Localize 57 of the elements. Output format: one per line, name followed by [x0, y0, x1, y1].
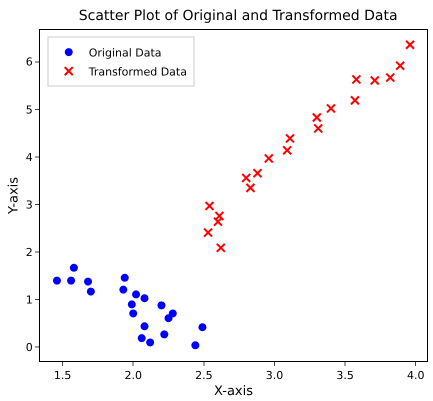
point [395, 60, 406, 71]
point [203, 228, 214, 238]
point [312, 112, 322, 123]
point [119, 286, 128, 294]
point [140, 322, 149, 330]
point [84, 278, 92, 286]
point [140, 294, 149, 302]
point [198, 323, 206, 332]
point [212, 216, 223, 227]
point [252, 168, 263, 178]
y-tick-label: 5 [26, 103, 33, 116]
point [138, 334, 146, 342]
y-tick-label: 6 [26, 56, 33, 69]
legend-label: Transformed Data [88, 65, 187, 78]
point [86, 288, 95, 296]
y-tick-label: 4 [26, 150, 33, 164]
y-axis-title: Y-axis [6, 176, 22, 216]
point [157, 301, 166, 310]
point [129, 309, 138, 318]
point [216, 242, 226, 253]
x-tick-label: 1.5 [54, 369, 72, 382]
legend-label: Original Data [88, 46, 162, 60]
point [128, 300, 136, 308]
point [204, 200, 214, 211]
point [146, 338, 154, 346]
point [326, 103, 336, 114]
point [245, 182, 256, 193]
x-axis-title: X-axis [214, 384, 254, 399]
y-tick-label: 1 [26, 294, 33, 306]
x-tick-label: 3.5 [336, 369, 354, 382]
point [350, 95, 360, 106]
point [385, 72, 396, 83]
point [351, 74, 362, 84]
point [264, 153, 274, 164]
x-tick-label: 2.5 [195, 369, 213, 382]
point [191, 341, 200, 350]
x-tick-label: 3.0 [266, 369, 284, 382]
point [70, 264, 78, 272]
y-tick-label: 2 [26, 246, 33, 259]
point [132, 290, 140, 298]
chart-title: Scatter Plot of Original and Transformed Data [78, 8, 398, 24]
x-tick-label: 4.0 [406, 369, 424, 382]
point [370, 75, 380, 86]
point [214, 210, 224, 221]
point [405, 40, 416, 50]
y-tick-label: 3 [26, 198, 33, 212]
point [67, 276, 76, 285]
point [164, 314, 173, 322]
point [285, 133, 295, 144]
point [282, 145, 292, 156]
point [160, 330, 168, 338]
y-tick-label: 0 [26, 341, 33, 354]
point [120, 274, 129, 282]
point [313, 123, 324, 134]
point [52, 276, 61, 285]
point [241, 172, 252, 183]
x-tick-label: 2.0 [124, 369, 142, 382]
